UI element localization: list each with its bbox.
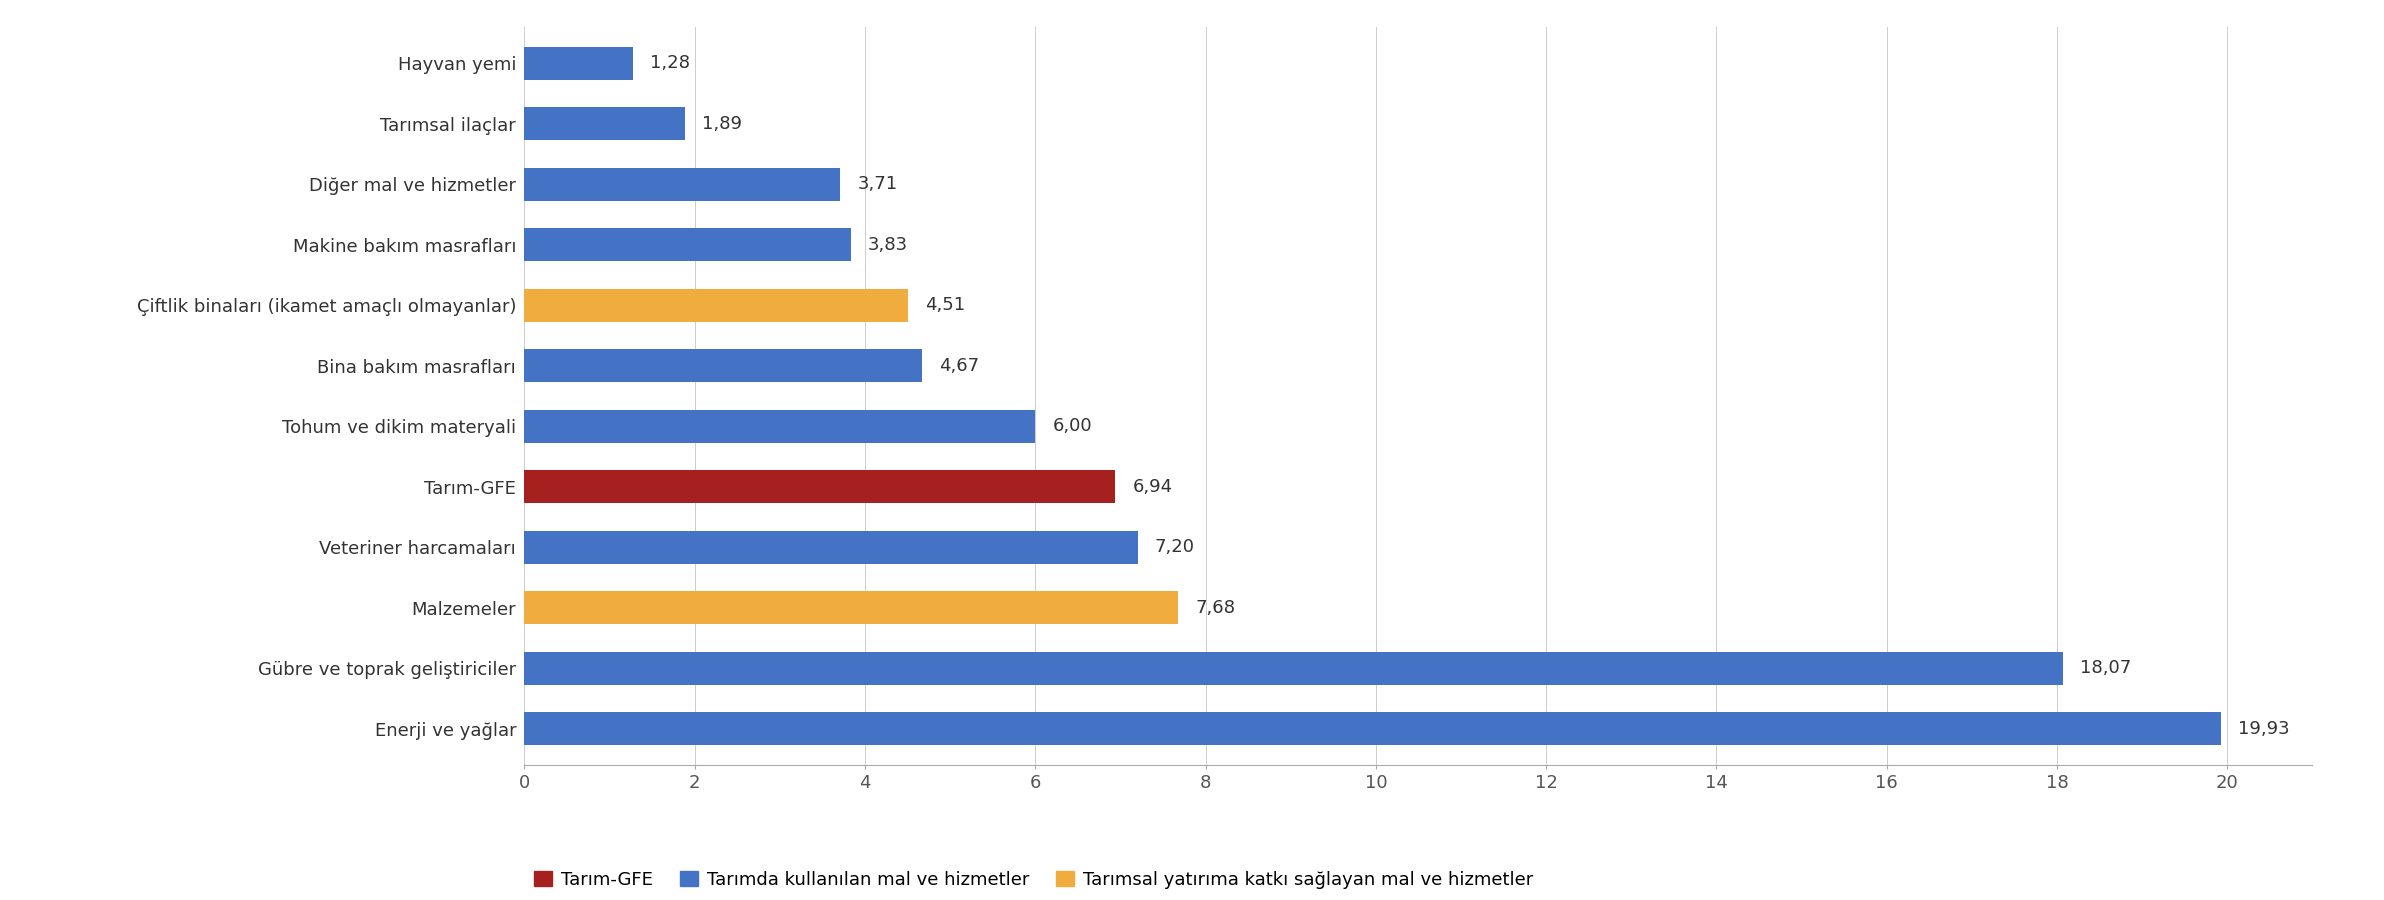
Bar [524,531,1137,564]
Text: 1,89: 1,89 [703,115,741,133]
Bar [524,228,851,261]
Bar [524,470,1116,503]
Text: 19,93: 19,93 [2239,720,2291,738]
Text: 3,83: 3,83 [868,236,908,254]
Bar [524,349,923,382]
Bar [524,591,1178,625]
Text: 18,07: 18,07 [2079,659,2131,677]
Bar [524,652,2062,685]
Bar [524,107,687,140]
Text: 7,20: 7,20 [1154,538,1194,556]
Text: 4,51: 4,51 [925,296,966,314]
Text: 7,68: 7,68 [1194,598,1235,616]
Text: 3,71: 3,71 [858,176,896,194]
Bar [524,47,634,80]
Text: 6,00: 6,00 [1051,418,1092,436]
Text: 1,28: 1,28 [651,54,691,72]
Text: 4,67: 4,67 [939,356,980,374]
Legend: Tarım-GFE, Tarımda kullanılan mal ve hizmetler, Tarımsal yatırıma katkı sağlayan: Tarım-GFE, Tarımda kullanılan mal ve hiz… [534,871,1533,889]
Bar [524,167,839,201]
Text: 6,94: 6,94 [1132,478,1173,496]
Bar [524,712,2222,745]
Bar [524,410,1035,443]
Bar [524,289,908,322]
